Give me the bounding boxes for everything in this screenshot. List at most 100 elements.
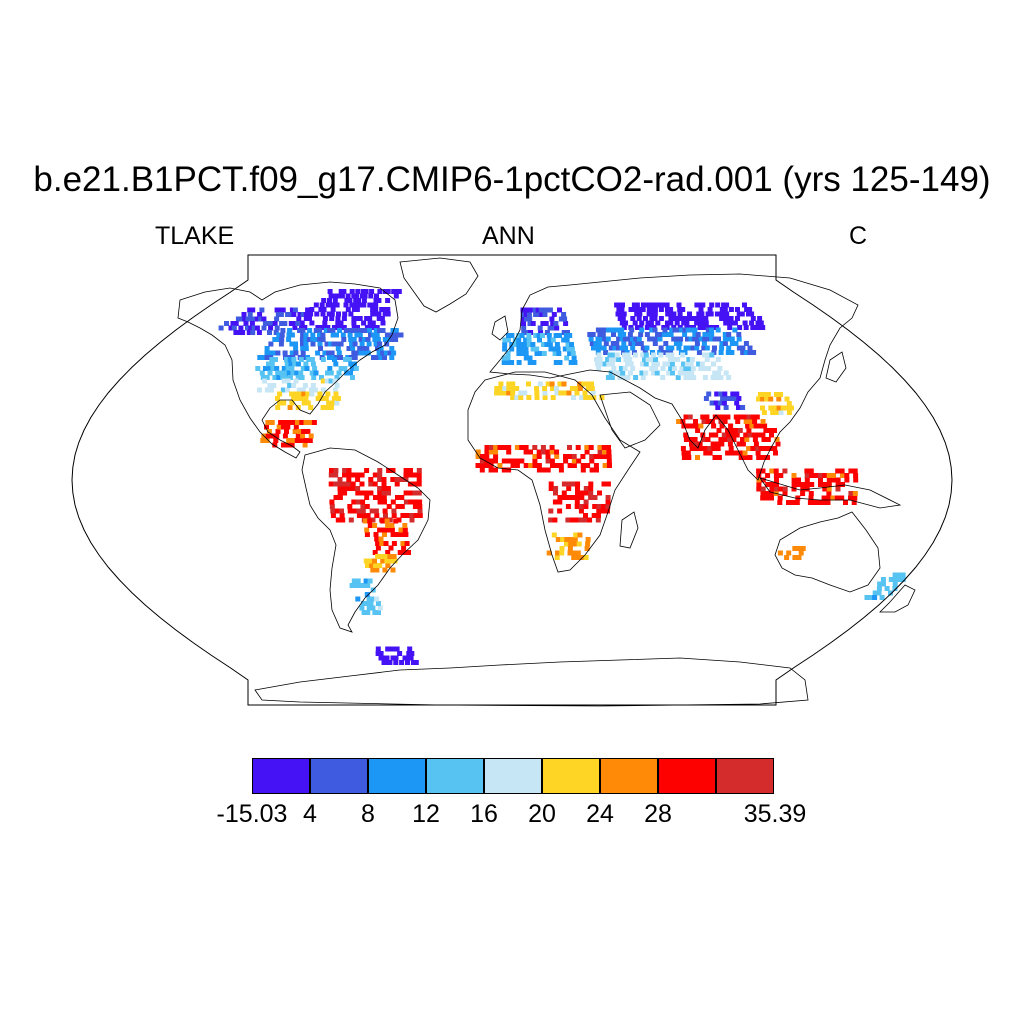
lake-cell [388,646,394,652]
lake-cell [747,455,753,460]
lake-cell [719,441,725,447]
lake-cell [728,316,734,321]
lake-cell [312,387,318,393]
lake-cell [565,504,571,509]
lake-cell [812,500,818,505]
lake-cell [719,316,725,321]
lake-cell [292,429,298,434]
lake-cell [385,311,391,317]
lake-cell [383,350,389,356]
lake-cell [408,490,413,496]
lake-cell [594,357,599,362]
lake-cell [737,325,743,330]
lake-cell [729,428,735,433]
lake-cell [758,320,764,326]
lake-cell [612,357,618,362]
lake-cell [580,463,586,468]
lake-cell [329,499,335,505]
lake-cell [548,486,554,491]
lake-cell [379,554,385,559]
lake-cell [554,325,560,331]
lake-cell [574,495,580,500]
lake-cell [361,298,367,303]
lake-cell [653,357,658,362]
lake-cell [555,550,560,556]
lake-cell [662,361,668,367]
lake-cell [665,345,671,351]
lake-cell [746,446,752,451]
lake-cell [350,328,356,333]
lake-cell [377,605,383,611]
lake-cell [605,375,611,380]
lake-cell [290,438,296,443]
lake-cell [364,592,370,597]
lake-cell [601,345,607,351]
lake-cell [571,550,577,556]
lake-cell [271,383,277,388]
lake-cell [361,302,367,308]
lake-cell [335,320,341,326]
lake-cell [509,342,515,347]
lake-cell [374,332,380,338]
lake-cell [375,601,381,606]
region-south-america-central [362,518,411,555]
lake-cell [382,355,387,360]
lake-cell [382,289,388,294]
lake-cell [355,472,361,478]
lake-cell [717,400,723,406]
region-tibet [703,391,746,410]
lake-cell [581,381,587,387]
lake-cell [367,316,373,321]
lake-cell [367,523,373,528]
lake-cell [650,336,656,342]
lake-cell [397,550,403,555]
lake-cell [502,386,508,391]
lake-cell [843,500,848,505]
lake-cell [310,383,316,388]
lake-cell [597,445,603,450]
lake-cell [884,586,890,591]
lake-cell [544,307,550,313]
lake-cell [526,307,532,313]
lake-cell [723,320,729,326]
lake-cell [361,320,367,326]
lake-cell [736,396,742,401]
lake-cell [254,325,260,331]
lake-cell [390,532,396,537]
lake-cell [238,325,244,331]
lake-cell [655,320,661,326]
maritime-outline [758,477,902,509]
lake-cell [366,341,372,347]
lake-cell [320,387,326,393]
lake-cell [557,360,563,365]
lake-cell [622,352,627,358]
lake-cell [388,558,394,564]
lake-cell [704,345,710,351]
lake-cell [566,495,572,500]
lake-cell [554,454,560,459]
lake-cell [554,449,560,455]
lake-cell [690,345,696,351]
lake-cell [839,473,845,478]
lake-cell [385,563,391,568]
lake-cell [375,541,381,546]
lake-cell [598,336,604,342]
lake-cell [315,325,321,330]
lake-cell [760,325,766,330]
lake-cell [329,316,335,321]
lake-cell [381,477,387,482]
lake-cell [327,289,333,294]
lake-cell [289,341,295,347]
lake-cell [564,355,570,361]
lake-cell [553,486,559,491]
lake-cell [387,660,393,665]
lake-cell [313,370,319,376]
lake-cell [300,341,305,347]
lake-cell [384,518,390,524]
lake-cell [726,345,732,351]
lake-cell [319,396,325,401]
lake-cell [760,455,766,460]
lake-cell [385,550,391,555]
lake-cell [687,345,693,351]
lake-cell [257,355,263,360]
